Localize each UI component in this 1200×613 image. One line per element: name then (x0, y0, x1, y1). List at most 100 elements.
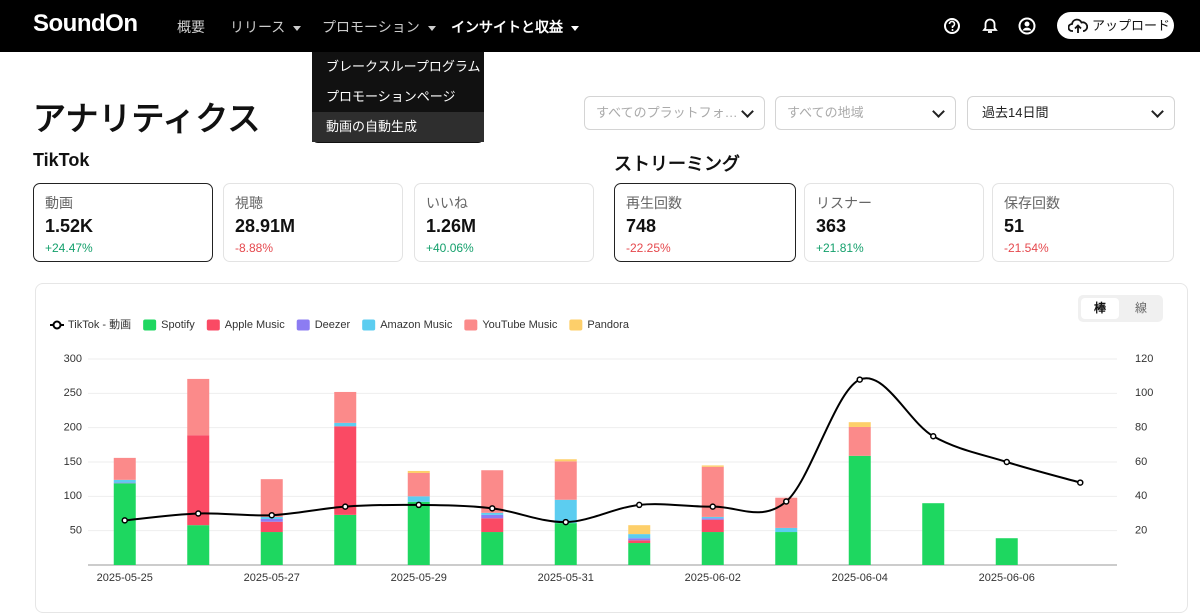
header-icons (944, 17, 1036, 35)
bar-segment (554, 461, 577, 500)
y-tick-label: 250 (64, 387, 82, 399)
bar-segment (260, 521, 283, 533)
legend-swatch (143, 319, 157, 331)
line-point (856, 376, 863, 383)
metric-value: 748 (626, 216, 657, 236)
nav-item[interactable]: インサイトと収益 (451, 17, 579, 37)
menu-item[interactable]: ブレークスループログラム (326, 59, 481, 74)
y2-tick-label: 100 (1135, 387, 1153, 399)
bar-segment (113, 482, 136, 484)
bar-segment (334, 514, 357, 565)
line-point (415, 501, 422, 509)
help-icon[interactable] (944, 18, 960, 34)
metric-value: 363 (816, 216, 847, 236)
legend-label: Pandora (587, 319, 629, 331)
line-point (489, 505, 496, 512)
line-point (1003, 458, 1010, 466)
legend-label: Amazon Music (380, 319, 453, 331)
bar-segment (407, 472, 430, 497)
y-tick-label: 200 (64, 422, 82, 434)
metric-value: 28.91M (235, 216, 296, 236)
metric-card[interactable]: 再生回数 748 -22.25% (614, 183, 796, 262)
bar-segment (554, 499, 577, 524)
bar-segment (481, 518, 504, 533)
metric-card[interactable]: 視聴 28.91M -8.88% (223, 183, 403, 262)
region-filter[interactable]: すべての地域 (775, 96, 956, 130)
metric-card[interactable]: 動画 1.52K +24.47% (33, 183, 213, 262)
y2-tick-label: 40 (1135, 490, 1147, 502)
bar-segment (187, 525, 210, 565)
metric-label: いいね (426, 195, 468, 211)
metric-card[interactable]: いいね 1.26M +40.06% (414, 183, 594, 262)
y2-tick-label: 60 (1135, 456, 1147, 468)
menu-item[interactable]: プロモーションページ (326, 89, 456, 104)
metric-card[interactable]: 保存回数 51 -21.54% (992, 183, 1174, 262)
line-series (124, 377, 1081, 524)
bar-segment (848, 455, 871, 565)
bar-segment (481, 514, 504, 519)
platform-filter[interactable]: すべてのプラットフォ… (584, 96, 765, 130)
bar-segment (848, 426, 871, 456)
legend-swatch (362, 319, 376, 331)
bar-segment (334, 391, 357, 423)
bar-segment (260, 479, 283, 517)
nav-item[interactable]: 概要 (177, 19, 205, 35)
metric-label: 保存回数 (1004, 195, 1060, 211)
bar-segment (407, 470, 430, 473)
legend-swatch (569, 319, 583, 331)
chart-toggle: 棒 線 (1078, 295, 1163, 322)
metric-change: +24.47% (45, 241, 93, 255)
bar-segment (775, 532, 798, 565)
user-icon[interactable] (1018, 17, 1036, 35)
nav-item[interactable]: プロモーション (322, 17, 436, 37)
bar-segment (701, 516, 724, 519)
line-point (562, 518, 569, 526)
period-filter[interactable]: 過去14日間 (967, 96, 1175, 130)
x-tick-label: 2025-05-31 (538, 572, 594, 584)
nav-item[interactable]: リリース (230, 17, 301, 37)
bar-segment (628, 543, 651, 565)
line-point (930, 433, 937, 440)
bar-segment (922, 503, 945, 565)
legend-swatch (296, 319, 310, 331)
metric-value: 1.52K (45, 216, 94, 236)
logo[interactable]: SoundOn (33, 10, 138, 37)
bar-segment (628, 525, 651, 535)
bar-segment (113, 479, 136, 483)
bar-segment (628, 538, 651, 541)
legend-label: Spotify (161, 319, 195, 331)
section-title: ストリーミング (614, 154, 740, 174)
legend-label: YouTube Music (482, 319, 558, 331)
bar-segment (334, 426, 357, 515)
toggle-bar[interactable]: 棒 (1081, 298, 1119, 319)
y2-tick-label: 20 (1135, 525, 1147, 537)
dropdown-menu: ブレークスループログラム プロモーションページ 動画の自動生成 (312, 52, 484, 143)
metric-change: -21.54% (1004, 241, 1049, 255)
legend-label: Deezer (315, 319, 351, 331)
line-point (1077, 479, 1084, 486)
x-tick-label: 2025-06-04 (832, 572, 888, 584)
bar-segment (848, 422, 871, 427)
x-tick-label: 2025-05-27 (244, 572, 300, 584)
bar-segment (407, 496, 430, 502)
bar-segment (260, 518, 283, 522)
toggle-line[interactable]: 線 (1134, 301, 1147, 315)
top-bar: SoundOn 概要 リリース プロモーション インサイトと収益 アップロード (0, 0, 1200, 52)
page: {"header": {"logo": "SoundOn", "nav": ["… (0, 0, 1200, 597)
bar-segment (113, 457, 136, 480)
upload-button[interactable]: アップロード (1057, 12, 1174, 39)
chart: 50 100 150 200 250 300 20 40 60 80 100 120 2025-05-2… (50, 317, 1153, 584)
bar-segment (407, 501, 430, 565)
x-tick-label: 2025-05-25 (97, 572, 153, 584)
bar-segment (187, 378, 210, 436)
page-title: アナリティクス (33, 100, 261, 137)
bell-icon[interactable] (982, 18, 998, 33)
bar-segment (334, 422, 357, 427)
bar-segment (701, 532, 724, 565)
x-tick-label: 2025-05-29 (391, 572, 447, 584)
y2-tick-label: 80 (1135, 422, 1147, 434)
menu-item[interactable]: 動画の自動生成 (312, 112, 484, 142)
bar-segment (554, 459, 577, 462)
line-point (342, 503, 349, 510)
metric-card[interactable]: リスナー 363 +21.81% (804, 183, 984, 262)
